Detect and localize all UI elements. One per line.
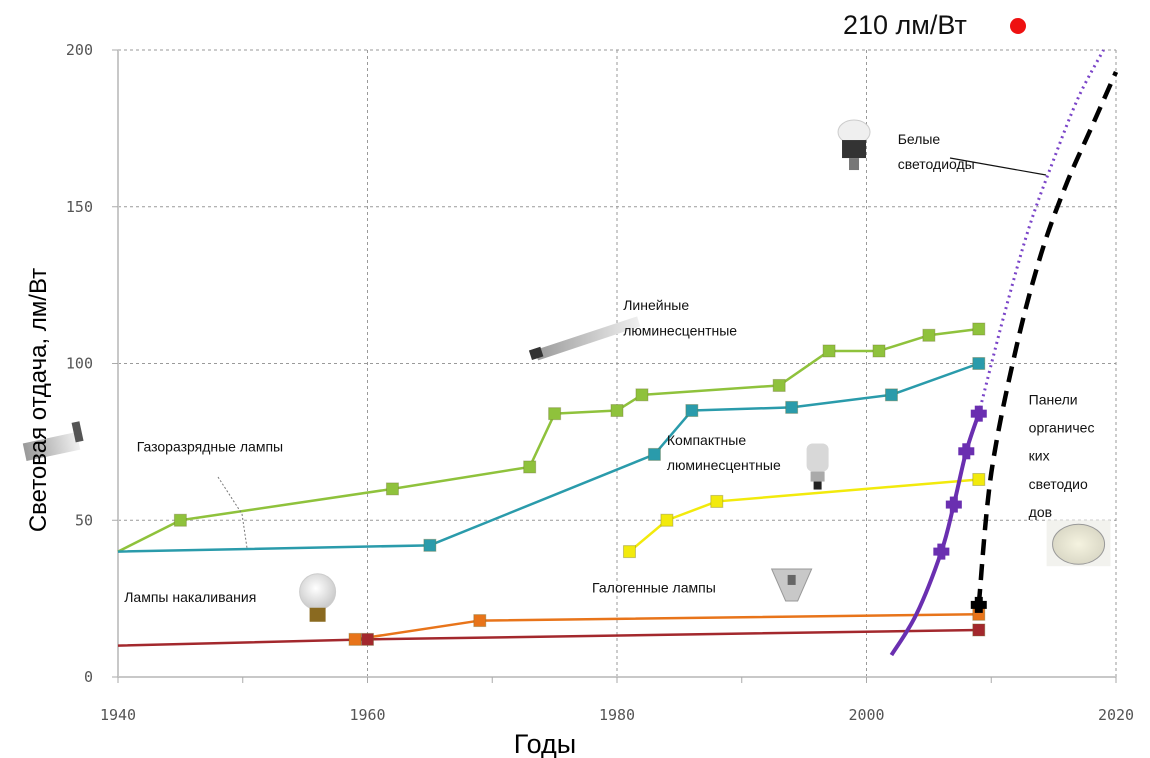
series-0-point — [872, 344, 886, 358]
series-2-point — [710, 494, 724, 508]
bulb-glass — [299, 573, 337, 611]
series-1-point — [884, 388, 898, 402]
series-7-line — [976, 71, 1119, 606]
annotation-label: Белые — [898, 131, 941, 147]
halogen-core — [787, 574, 796, 585]
series-5-point-v — [949, 496, 958, 513]
y-tick-label: 50 — [75, 511, 93, 529]
series-5-point-v — [974, 405, 983, 422]
tube-body — [534, 316, 641, 361]
annotation-label: светодио — [1029, 476, 1088, 492]
series-3-point — [473, 614, 487, 628]
annotation-label: Газоразрядные лампы — [137, 438, 283, 454]
annotation-label: Линейные — [623, 297, 689, 313]
series-1-point — [972, 357, 986, 370]
cfl-spiral — [806, 443, 829, 472]
x-tick-label: 2000 — [848, 706, 884, 724]
series-3-point — [348, 632, 362, 646]
series-1-point — [423, 538, 437, 552]
series-5-point-v — [962, 443, 971, 460]
series-0-point — [635, 388, 649, 402]
cfl-tip — [813, 481, 822, 490]
series-markers — [173, 322, 987, 646]
series-1-point — [785, 400, 799, 414]
oled-panel-icon — [1046, 520, 1111, 567]
series-4-point — [972, 623, 986, 637]
y-axis-title: Световая отдача, лм/Вт — [25, 268, 52, 532]
series-7-point-v — [974, 596, 983, 613]
linear-fluorescent-tube-icon — [528, 316, 641, 361]
lamp-icons — [22, 119, 1111, 622]
lamp-body — [22, 432, 81, 462]
axes: 0 50 100 150 200 1940 1960 1980 2000 2020 — [66, 41, 1134, 724]
discharge-lamp-icon — [22, 421, 84, 462]
tube-cap — [528, 346, 544, 361]
led-heatsink — [842, 140, 867, 159]
series-1-point — [685, 404, 699, 418]
led-bulb-icon — [837, 119, 871, 171]
annotation-label: дов — [1029, 504, 1052, 520]
series-0-point — [385, 482, 399, 496]
series-0-line — [117, 327, 979, 553]
series-0-point — [922, 328, 936, 342]
compact-fluorescent-lamp-icon — [806, 443, 829, 490]
annotation-label: люминесцентные — [623, 322, 737, 338]
x-axis-title: Годы — [514, 729, 576, 758]
series-0-point — [173, 513, 187, 527]
grid — [118, 49, 1117, 677]
top-annotation: 210 лм/Вт — [843, 10, 967, 40]
annotation-label: светодиоды — [898, 156, 975, 172]
series-1-point — [647, 447, 661, 461]
discharge-leader-line-2 — [241, 513, 248, 549]
led-base — [849, 158, 860, 171]
discharge-leader-line — [217, 476, 243, 515]
x-tick-label: 2020 — [1098, 706, 1134, 724]
y-tick-label: 200 — [66, 41, 93, 59]
annotations: Газоразрядные лампы Линейные люминесцентны… — [124, 131, 1094, 605]
cfl-base — [810, 471, 825, 482]
y-tick-label: 0 — [84, 668, 93, 686]
series-5-point — [933, 543, 950, 560]
y-tick-label: 100 — [66, 355, 93, 373]
led-leader-line — [949, 157, 1047, 176]
annotation-label: Галогенные лампы — [592, 579, 716, 595]
annotation-label: Лампы накаливания — [124, 589, 256, 605]
series-5-point — [970, 405, 987, 422]
lamp-cap — [71, 421, 84, 443]
annotation-label: Компактные — [667, 432, 746, 448]
series-2-point — [972, 472, 986, 486]
series-4-point — [361, 632, 374, 646]
incandescent-bulb-icon — [299, 573, 337, 622]
x-tick-label: 1940 — [100, 706, 136, 724]
halogen-lamp-icon — [770, 568, 813, 602]
series-0-point — [523, 460, 537, 474]
series-0-point — [772, 378, 786, 392]
x-tick-label: 1960 — [349, 706, 385, 724]
series-5-point-v — [937, 543, 946, 560]
x-tick-label: 1980 — [599, 706, 635, 724]
series-2-point — [660, 513, 674, 527]
series-0-point — [548, 407, 562, 421]
series-7-point — [970, 596, 987, 613]
series-2-line — [628, 478, 979, 553]
annotation-label: ких — [1029, 448, 1050, 464]
top-annotation-marker — [1010, 18, 1026, 34]
annotation-label: люминесцентные — [667, 457, 781, 473]
series-5-point — [958, 443, 975, 460]
series-0-point — [972, 322, 986, 336]
annotation-label: Панели — [1029, 391, 1078, 407]
oled-disc — [1052, 523, 1106, 565]
series-0-point — [610, 404, 624, 418]
bulb-base — [309, 607, 326, 622]
series-2-point — [622, 545, 636, 559]
y-tick-label: 150 — [66, 198, 93, 216]
series-5-point — [945, 496, 962, 513]
series-0-point — [822, 344, 836, 358]
annotation-label: органичес — [1029, 419, 1095, 435]
